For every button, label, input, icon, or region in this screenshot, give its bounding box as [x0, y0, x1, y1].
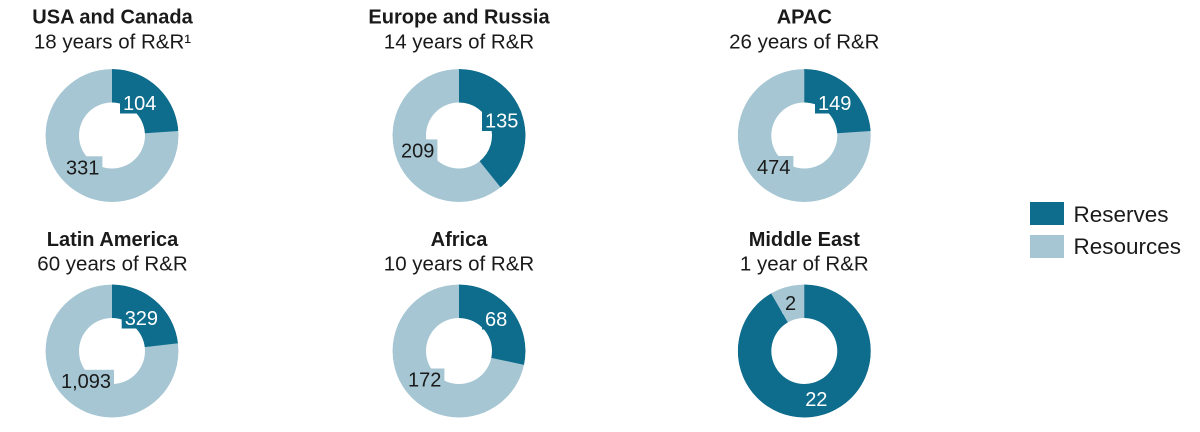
svg-text:60 years of R&R: 60 years of R&R: [37, 252, 187, 275]
svg-text:1 year of R&R: 1 year of R&R: [740, 252, 869, 275]
svg-text:APAC: APAC: [777, 6, 832, 28]
svg-text:Europe and Russia: Europe and Russia: [368, 6, 550, 28]
svg-text:104: 104: [123, 93, 156, 115]
svg-text:Africa: Africa: [431, 229, 489, 251]
svg-text:10 years of R&R: 10 years of R&R: [384, 252, 534, 275]
svg-text:331: 331: [66, 157, 99, 179]
svg-text:Resources: Resources: [1074, 234, 1182, 259]
svg-text:Latin America: Latin America: [47, 229, 179, 251]
svg-text:329: 329: [125, 308, 158, 330]
svg-text:18 years of R&R¹: 18 years of R&R¹: [34, 30, 191, 53]
svg-text:22: 22: [805, 389, 827, 411]
svg-text:USA and Canada: USA and Canada: [32, 6, 193, 28]
svg-text:68: 68: [485, 309, 507, 331]
svg-text:26 years of R&R: 26 years of R&R: [729, 30, 879, 53]
svg-text:Reserves: Reserves: [1074, 202, 1169, 227]
svg-text:474: 474: [757, 157, 790, 179]
svg-text:2: 2: [785, 293, 796, 315]
svg-text:172: 172: [408, 370, 441, 392]
svg-text:209: 209: [401, 140, 434, 162]
svg-text:135: 135: [485, 111, 518, 133]
svg-text:1,093: 1,093: [61, 371, 111, 393]
svg-text:Middle East: Middle East: [749, 229, 860, 251]
svg-text:14 years of R&R: 14 years of R&R: [384, 30, 534, 53]
svg-text:149: 149: [818, 93, 851, 115]
